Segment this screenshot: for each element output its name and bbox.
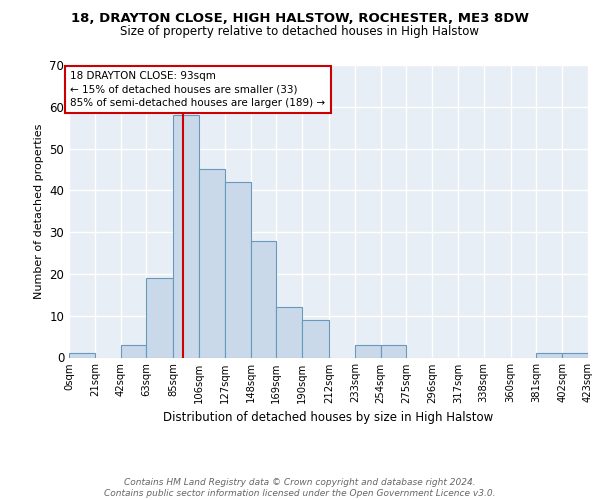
Bar: [302, 320, 329, 358]
X-axis label: Distribution of detached houses by size in High Halstow: Distribution of detached houses by size …: [163, 411, 494, 424]
Text: Size of property relative to detached houses in High Halstow: Size of property relative to detached ho…: [121, 25, 479, 38]
Text: 18, DRAYTON CLOSE, HIGH HALSTOW, ROCHESTER, ME3 8DW: 18, DRAYTON CLOSE, HIGH HALSTOW, ROCHEST…: [71, 12, 529, 26]
Bar: [536, 354, 562, 358]
Text: 18 DRAYTON CLOSE: 93sqm
← 15% of detached houses are smaller (33)
85% of semi-de: 18 DRAYTON CLOSE: 93sqm ← 15% of detache…: [70, 72, 325, 108]
Bar: [277, 308, 302, 358]
Bar: [355, 345, 380, 358]
Bar: [562, 354, 588, 358]
Y-axis label: Number of detached properties: Number of detached properties: [34, 124, 44, 299]
Bar: [173, 115, 199, 358]
Bar: [146, 278, 173, 357]
Bar: [199, 170, 225, 358]
Bar: [121, 345, 146, 358]
Text: Contains HM Land Registry data © Crown copyright and database right 2024.
Contai: Contains HM Land Registry data © Crown c…: [104, 478, 496, 498]
Bar: [225, 182, 251, 358]
Bar: [251, 240, 277, 358]
Bar: [380, 345, 406, 358]
Bar: [69, 354, 95, 358]
